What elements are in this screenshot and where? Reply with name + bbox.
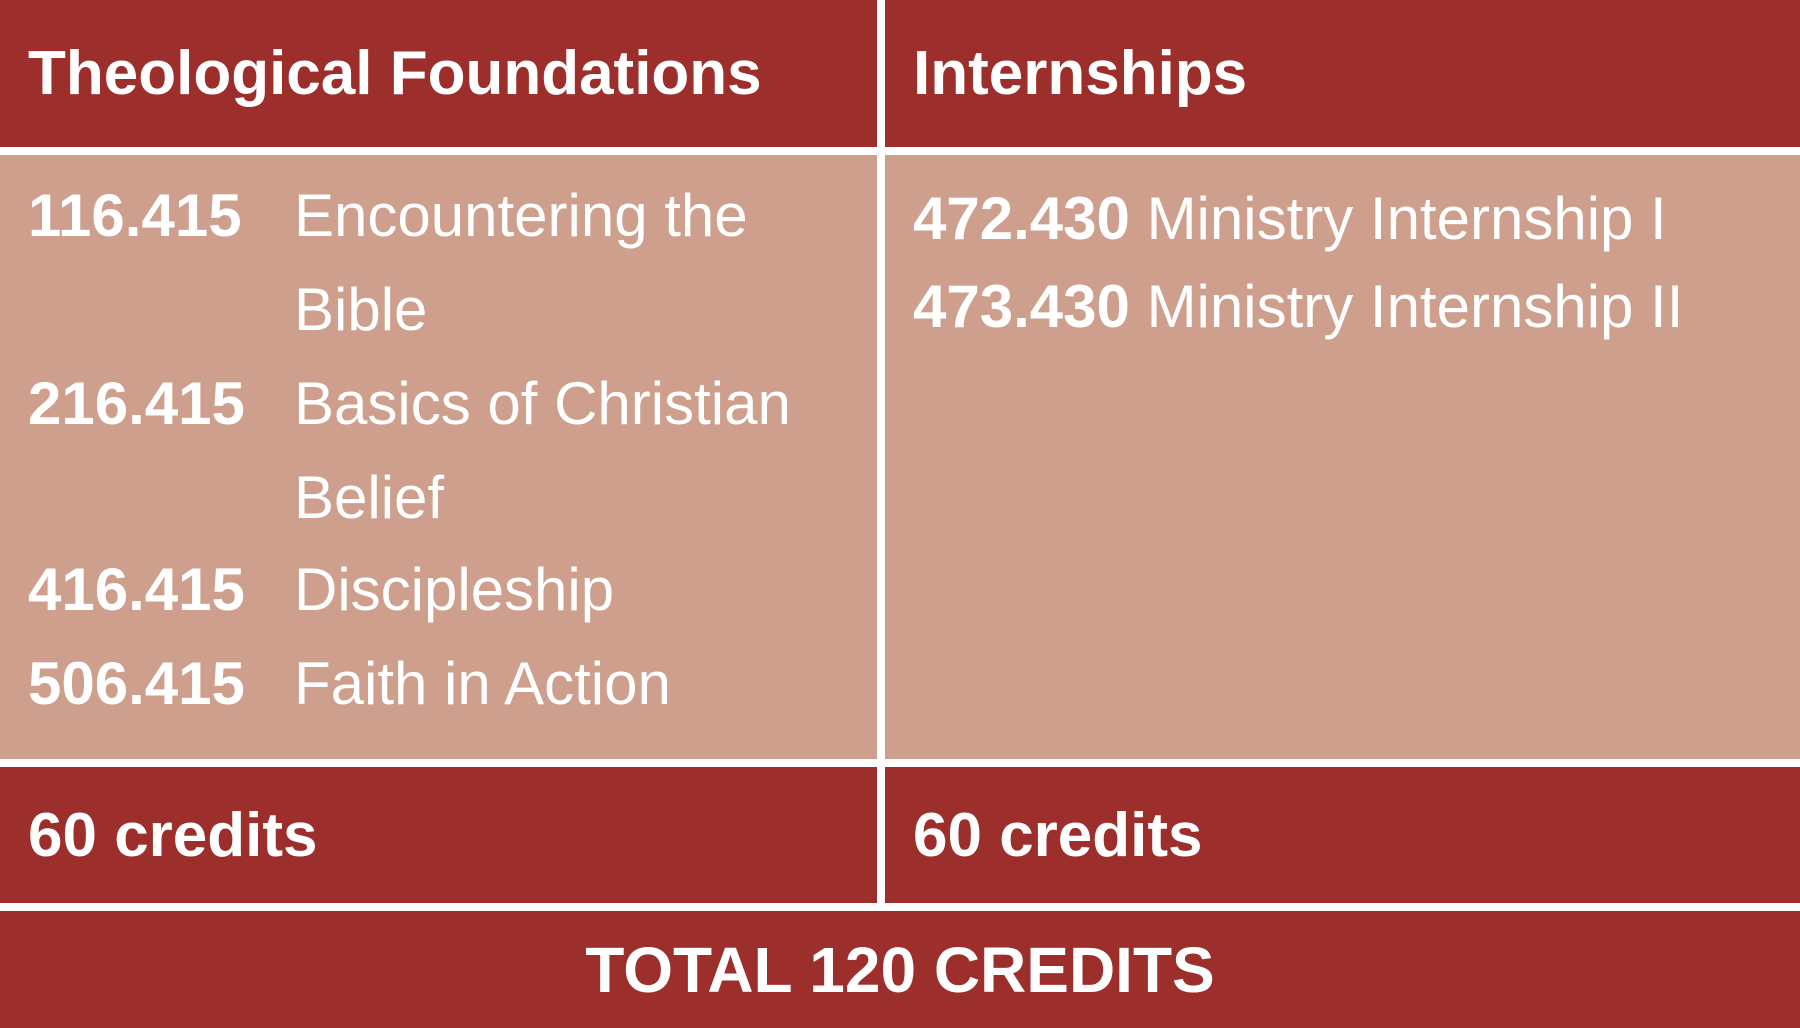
course-item: 116.415 Encountering the Bible <box>28 169 814 357</box>
course-name: Faith in Action <box>294 650 671 717</box>
column-header-label: Theological Foundations <box>28 38 762 108</box>
course-item: 216.415 Basics of Christian Belief <box>28 357 814 545</box>
course-code: 472.430 <box>913 185 1130 252</box>
course-code: 216.415 <box>28 370 245 437</box>
course-name: Encountering the Bible <box>294 182 748 343</box>
total-credits-label: TOTAL 120 CREDITS <box>585 933 1215 1006</box>
credits-theological-foundations: 60 credits <box>0 767 877 903</box>
total-credits-row: TOTAL 120 CREDITS <box>0 911 1800 1028</box>
column-header-label: Internships <box>913 38 1248 108</box>
course-code: 116.415 <box>28 182 242 249</box>
course-list-internships: 472.430 Ministry Internship I 473.430 Mi… <box>885 155 1800 759</box>
course-name: Ministry Internship I <box>1146 185 1667 252</box>
course-code: 506.415 <box>28 650 245 717</box>
course-name: Basics of Christian Belief <box>294 370 791 531</box>
course-item: 473.430 Ministry Internship II <box>913 263 1683 351</box>
course-code: 416.415 <box>28 556 245 623</box>
course-name: Discipleship <box>294 556 615 623</box>
column-header-internships: Internships <box>885 0 1800 147</box>
credits-internships: 60 credits <box>885 767 1800 903</box>
course-item: 472.430 Ministry Internship I <box>913 175 1667 263</box>
course-item: 506.415 Faith in Action <box>28 637 814 731</box>
course-item: 416.415 Discipleship <box>28 543 814 637</box>
credits-label: 60 credits <box>28 800 318 870</box>
course-name: Ministry Internship II <box>1146 273 1684 340</box>
course-list-theological-foundations: 116.415 Encountering the Bible 216.415 B… <box>0 155 877 759</box>
column-header-theological-foundations: Theological Foundations <box>0 0 877 147</box>
course-code: 473.430 <box>913 273 1130 340</box>
credits-label: 60 credits <box>913 800 1203 870</box>
